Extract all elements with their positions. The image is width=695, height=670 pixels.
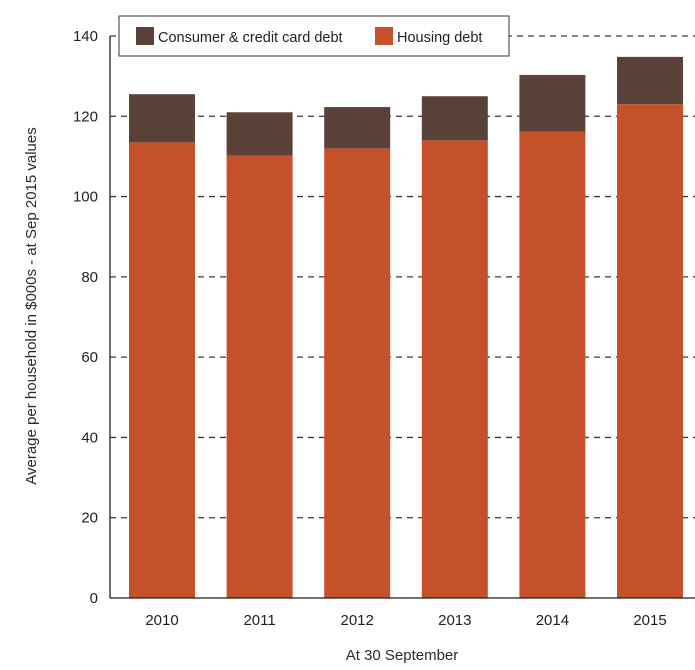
bar-consumer-credit-debt	[324, 107, 391, 149]
bar-consumer-credit-debt	[519, 74, 586, 132]
bars	[129, 56, 683, 599]
y-tick-label: 20	[81, 510, 98, 527]
y-tick-label: 140	[73, 28, 98, 45]
x-tick-label: 2015	[633, 612, 666, 629]
y-axis-title: Average per household in $000s - at Sep …	[23, 127, 40, 484]
x-tick-label: 2013	[438, 612, 471, 629]
gridlines	[110, 35, 695, 519]
legend-label-housing: Housing debt	[397, 30, 482, 46]
bar-housing-debt	[226, 155, 293, 598]
x-tick-label: 2014	[536, 612, 569, 629]
legend-swatch-consumer-credit	[136, 27, 154, 45]
bar-housing-debt	[617, 104, 683, 598]
x-axis-title: At 30 September	[346, 647, 459, 664]
y-tick-labels: 0 20 40 60 80 100 120 140	[73, 28, 98, 607]
bar-housing-debt	[421, 140, 488, 598]
legend-box	[118, 15, 510, 57]
x-tick-labels: 2010 2011 2012 2013 2014 2015	[145, 612, 666, 629]
legend-swatch-housing	[375, 27, 393, 45]
bar-consumer-credit-debt	[421, 96, 488, 141]
y-tick-label: 80	[81, 269, 98, 286]
y-tick-label: 0	[90, 590, 98, 607]
bar-consumer-credit-debt	[617, 56, 683, 105]
y-tick-label: 120	[73, 108, 98, 125]
axes	[109, 36, 695, 599]
bar-housing-debt	[519, 131, 586, 599]
legend: Consumer & credit card debt Housing debt	[118, 15, 510, 57]
bar-consumer-credit-debt	[226, 112, 293, 156]
bar-housing-debt	[324, 148, 391, 598]
bar-consumer-credit-debt	[129, 94, 195, 143]
bar-housing-debt	[129, 142, 195, 598]
x-tick-label: 2010	[145, 612, 178, 629]
y-tick-label: 40	[81, 429, 98, 446]
x-tick-label: 2011	[243, 612, 275, 629]
y-tick-label: 100	[73, 189, 98, 206]
legend-label-consumer-credit: Consumer & credit card debt	[158, 30, 343, 46]
x-tick-label: 2012	[341, 612, 374, 629]
y-tick-label: 60	[81, 349, 98, 366]
